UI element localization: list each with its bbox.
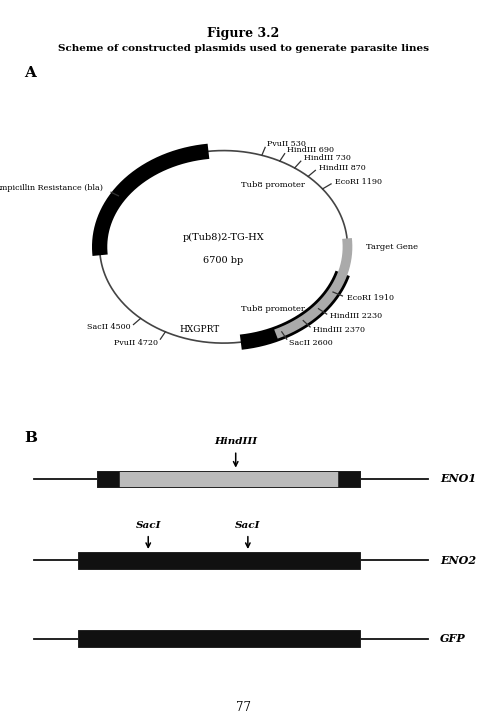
Text: Tub8 promoter: Tub8 promoter bbox=[241, 305, 304, 313]
Text: GFP: GFP bbox=[440, 633, 466, 644]
Text: HindIII 2230: HindIII 2230 bbox=[330, 312, 382, 320]
Bar bbox=[78, 630, 360, 647]
Text: 6700 bp: 6700 bp bbox=[204, 256, 243, 264]
Text: SacII 4500: SacII 4500 bbox=[87, 323, 130, 331]
Text: PvuII 530: PvuII 530 bbox=[267, 140, 306, 148]
Text: PvuII 4720: PvuII 4720 bbox=[114, 338, 158, 346]
Bar bbox=[78, 552, 360, 568]
Text: Tub8 promoter: Tub8 promoter bbox=[241, 181, 304, 189]
Bar bbox=[97, 470, 119, 487]
Text: ENO1: ENO1 bbox=[440, 473, 476, 484]
Text: HindIII 690: HindIII 690 bbox=[287, 147, 334, 155]
Text: HXGPRT: HXGPRT bbox=[179, 325, 219, 335]
Bar bbox=[338, 470, 360, 487]
Text: B: B bbox=[24, 431, 37, 445]
Text: Figure 3.2: Figure 3.2 bbox=[207, 27, 279, 40]
Text: SacI: SacI bbox=[235, 521, 260, 530]
Text: SacII 2600: SacII 2600 bbox=[289, 338, 333, 346]
Text: EcoRI 1190: EcoRI 1190 bbox=[335, 178, 382, 186]
Text: p(Tub8)2-TG-HX: p(Tub8)2-TG-HX bbox=[183, 233, 264, 242]
Text: HindIII 870: HindIII 870 bbox=[319, 163, 365, 171]
Text: Target Gene: Target Gene bbox=[366, 242, 418, 251]
Text: HindIII 2370: HindIII 2370 bbox=[313, 326, 365, 334]
Text: Scheme of constructed plasmids used to generate parasite lines: Scheme of constructed plasmids used to g… bbox=[57, 44, 429, 52]
Text: A: A bbox=[24, 65, 36, 80]
Bar bbox=[97, 470, 360, 487]
Text: HindIII 730: HindIII 730 bbox=[304, 154, 350, 162]
Text: SacI: SacI bbox=[136, 521, 161, 530]
Text: Ampicillin Resistance (bla): Ampicillin Resistance (bla) bbox=[0, 184, 103, 192]
Text: 77: 77 bbox=[236, 701, 250, 714]
Text: HindIII: HindIII bbox=[214, 437, 257, 446]
Text: EcoRI 1910: EcoRI 1910 bbox=[347, 294, 394, 302]
Text: ENO2: ENO2 bbox=[440, 555, 476, 566]
